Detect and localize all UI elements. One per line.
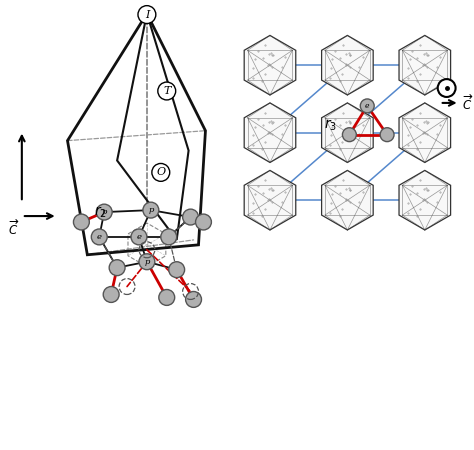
Circle shape — [73, 214, 89, 230]
Text: $\overrightarrow{C}$: $\overrightarrow{C}$ — [462, 93, 473, 112]
Text: O: O — [156, 167, 165, 177]
Circle shape — [138, 6, 156, 23]
Text: $r_3$: $r_3$ — [324, 118, 337, 134]
Text: $\overrightarrow{C}$: $\overrightarrow{C}$ — [8, 218, 20, 238]
Polygon shape — [244, 36, 296, 95]
Text: p: p — [144, 258, 150, 266]
Polygon shape — [321, 36, 373, 95]
Text: $r_2$: $r_2$ — [94, 204, 107, 220]
Circle shape — [91, 229, 107, 245]
Text: e: e — [97, 233, 102, 241]
Circle shape — [186, 292, 201, 307]
Circle shape — [103, 287, 119, 302]
Polygon shape — [321, 171, 373, 230]
Circle shape — [169, 262, 184, 278]
Circle shape — [182, 209, 199, 225]
Circle shape — [196, 214, 211, 230]
Circle shape — [131, 229, 147, 245]
Circle shape — [159, 289, 175, 306]
Polygon shape — [244, 103, 296, 162]
Polygon shape — [321, 103, 373, 162]
Circle shape — [161, 229, 177, 245]
Text: p: p — [101, 208, 107, 216]
Circle shape — [380, 128, 394, 142]
Circle shape — [109, 260, 125, 275]
Circle shape — [360, 99, 374, 113]
Polygon shape — [399, 103, 451, 162]
Polygon shape — [399, 36, 451, 95]
Polygon shape — [399, 171, 451, 230]
Text: p: p — [148, 206, 154, 214]
Circle shape — [152, 163, 170, 181]
Text: T: T — [163, 86, 171, 96]
Circle shape — [139, 254, 155, 270]
Circle shape — [158, 82, 176, 100]
Text: e: e — [365, 102, 370, 110]
Text: e: e — [137, 233, 141, 241]
Circle shape — [342, 128, 356, 142]
Circle shape — [143, 202, 159, 218]
Circle shape — [438, 79, 456, 97]
Circle shape — [96, 204, 112, 220]
Polygon shape — [244, 171, 296, 230]
Text: I: I — [145, 9, 149, 20]
